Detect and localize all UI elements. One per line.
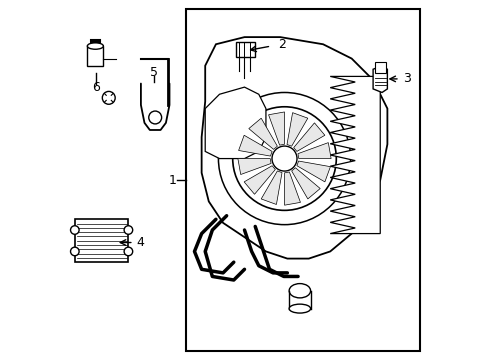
- Polygon shape: [372, 66, 386, 93]
- Text: 3: 3: [402, 72, 410, 85]
- Polygon shape: [296, 161, 330, 182]
- Circle shape: [102, 91, 115, 104]
- Polygon shape: [284, 172, 300, 205]
- Bar: [87, 46, 103, 66]
- Polygon shape: [244, 166, 275, 194]
- Text: 2: 2: [278, 39, 285, 51]
- Circle shape: [271, 146, 296, 171]
- Polygon shape: [238, 135, 272, 156]
- Polygon shape: [291, 168, 320, 199]
- Polygon shape: [297, 143, 330, 158]
- Polygon shape: [261, 171, 282, 204]
- Bar: [235, 42, 255, 57]
- Ellipse shape: [288, 304, 310, 313]
- Text: 5: 5: [150, 66, 158, 79]
- Ellipse shape: [288, 284, 310, 298]
- Bar: [185, 9, 419, 351]
- Circle shape: [124, 226, 132, 234]
- Bar: [75, 219, 128, 262]
- Polygon shape: [293, 123, 324, 152]
- Polygon shape: [201, 37, 386, 258]
- Polygon shape: [248, 118, 277, 149]
- Polygon shape: [237, 158, 270, 175]
- Circle shape: [70, 226, 79, 234]
- Text: 6: 6: [92, 81, 100, 94]
- Polygon shape: [329, 76, 380, 234]
- Text: 4: 4: [136, 236, 144, 249]
- Circle shape: [124, 247, 132, 256]
- Polygon shape: [268, 112, 284, 145]
- Circle shape: [232, 107, 336, 210]
- Text: 1: 1: [168, 174, 176, 186]
- Polygon shape: [286, 113, 307, 146]
- Bar: [374, 62, 385, 73]
- Circle shape: [70, 247, 79, 256]
- Polygon shape: [205, 87, 265, 158]
- Circle shape: [148, 111, 162, 124]
- Ellipse shape: [87, 43, 103, 49]
